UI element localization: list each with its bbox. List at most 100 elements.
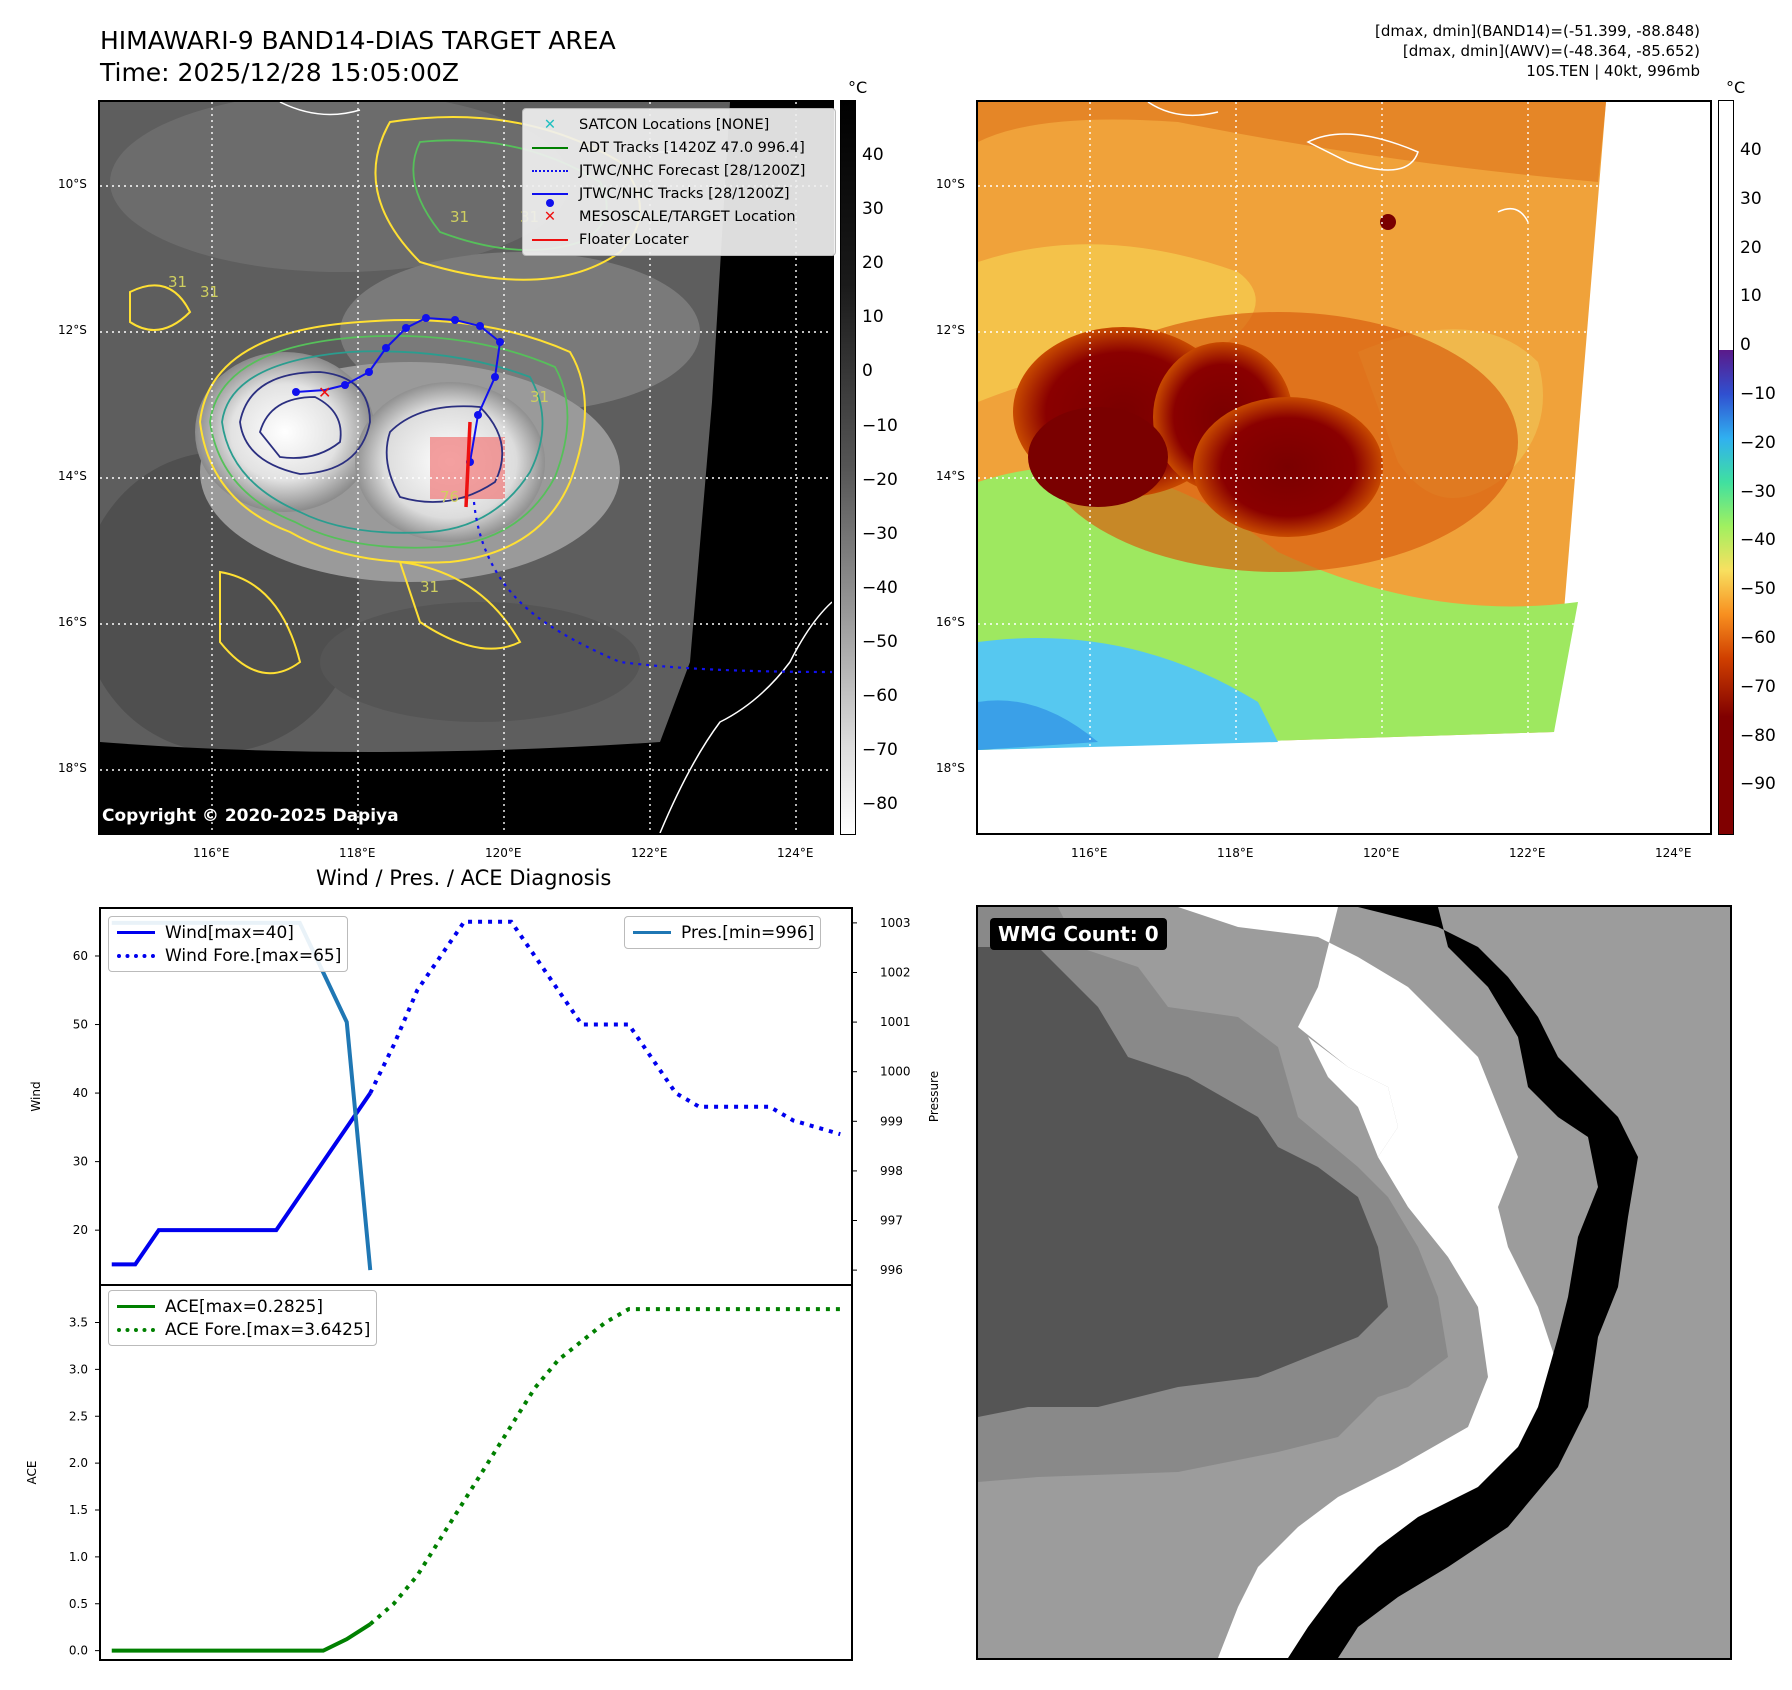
- pressure-tick-label: 1000: [880, 1065, 911, 1079]
- legend-item-ace: ACE[max=0.2825]: [115, 1295, 370, 1318]
- colorbar-unit: °C: [848, 78, 868, 97]
- legend-item-forecast: JTWC/NHC Forecast [28/1200Z]: [529, 159, 829, 182]
- wind-series-line: [111, 1091, 372, 1267]
- wind-tick-label: 50: [73, 1018, 88, 1032]
- wind-tick-label: 40: [73, 1086, 88, 1100]
- colorbar-tick-label: −70: [862, 740, 898, 761]
- wmg-count-badge: WMG Count: 0: [990, 918, 1167, 950]
- ace-tick-label: 1.0: [69, 1550, 88, 1564]
- legend-label: JTWC/NHC Forecast [28/1200Z]: [579, 162, 806, 179]
- pressure-axis-label: Pressure: [927, 1071, 941, 1122]
- colorbar-tick-label: 40: [862, 145, 884, 165]
- awv-range-info: [dmax, dmin](AWV)=(-48.364, -85.652): [1402, 42, 1700, 60]
- wind-tick-label: 20: [73, 1223, 88, 1237]
- enhanced-map-panel: [976, 100, 1712, 835]
- svg-text:✕: ✕: [318, 383, 331, 402]
- lon-label: 118°E: [339, 846, 376, 860]
- diagnosis-chart: 20 30 40 50 60 996 997 998 999 1000 1001 1002 1003 0.…: [25, 907, 941, 1661]
- colorbar-tick-label: 20: [1740, 237, 1762, 258]
- copyright-notice: Copyright © 2020-2025 Dapiya: [102, 806, 399, 826]
- colorbar-tick-label: −20: [862, 469, 898, 490]
- line-dot-icon: [529, 192, 571, 207]
- colorbar-tick-label: 40: [1740, 140, 1762, 160]
- pressure-legend: Pres.[min=996]: [624, 916, 822, 949]
- lat-label: 18°S: [936, 761, 965, 775]
- lon-label: 116°E: [193, 846, 230, 860]
- time-label: Time: 2025/12/28 15:05:00Z: [100, 58, 459, 87]
- enhanced-colorbar: [1718, 100, 1734, 835]
- lat-label: 12°S: [936, 323, 965, 337]
- legend-item-mesoscale: ✕ MESOSCALE/TARGET Location: [529, 205, 829, 228]
- ace-tick-label: 3.5: [69, 1316, 88, 1330]
- colorbar-tick-label: 10: [1740, 286, 1762, 307]
- wmg-image: [978, 907, 1730, 1658]
- ace-axes-frame: [99, 1284, 853, 1661]
- colorbar-tick-label: 10: [862, 307, 884, 328]
- svg-text:31: 31: [168, 273, 187, 291]
- colorbar-tick-label: −10: [1740, 384, 1776, 404]
- lon-label: 122°E: [631, 846, 668, 860]
- legend-item-pressure: Pres.[min=996]: [631, 921, 814, 944]
- colorbar-tick-label: 0: [862, 361, 873, 382]
- colorbar-tick-label: −10: [862, 415, 898, 436]
- lat-label: 12°S: [58, 323, 87, 337]
- lat-label: 10°S: [58, 177, 87, 191]
- ace-tick-label: 3.0: [69, 1362, 88, 1376]
- wmg-panel: [976, 905, 1732, 1660]
- svg-text:31: 31: [450, 208, 469, 226]
- ir-colorbar: [840, 100, 856, 835]
- legend-label: Wind Fore.[max=65]: [165, 945, 342, 966]
- line-icon: [529, 146, 571, 149]
- lon-label: 120°E: [485, 846, 522, 860]
- colorbar-unit: °C: [1726, 78, 1746, 97]
- diagnosis-title: Wind / Pres. / ACE Diagnosis: [316, 866, 612, 890]
- legend-label: ACE[max=0.2825]: [165, 1296, 323, 1317]
- colorbar-tick-label: −40: [1740, 530, 1776, 551]
- lon-label: 120°E: [1363, 846, 1400, 860]
- legend-label: JTWC/NHC Tracks [28/1200Z]: [579, 185, 790, 202]
- wind-forecast-series-line: [368, 919, 841, 1137]
- colorbar-tick-label: −90: [1740, 774, 1776, 795]
- legend-item-wind: Wind[max=40]: [115, 921, 341, 944]
- legend-item-ace-forecast: ACE Fore.[max=3.6425]: [115, 1318, 370, 1341]
- lat-label: 16°S: [58, 615, 87, 629]
- line-icon: [115, 1305, 157, 1308]
- colorbar-tick-label: −50: [862, 631, 898, 652]
- colorbar-tick-label: −20: [1740, 432, 1776, 453]
- map-legend: ✕ SATCON Locations [NONE] ADT Tracks [14…: [522, 108, 836, 256]
- legend-label: Wind[max=40]: [165, 922, 294, 943]
- ace-series-line: [111, 1622, 372, 1653]
- ir-map-image: ✕ 31 31 31 76 31 31 31: [100, 102, 832, 833]
- x-marker-icon: ✕: [543, 116, 557, 133]
- legend-item-floater: Floater Locater: [529, 228, 829, 251]
- legend-label: ACE Fore.[max=3.6425]: [165, 1319, 371, 1340]
- colorbar-tick-label: 30: [1740, 188, 1762, 209]
- legend-label: Pres.[min=996]: [681, 922, 815, 943]
- pressure-tick-label: 1002: [880, 965, 911, 979]
- ace-axis-label: ACE: [25, 1461, 39, 1485]
- svg-text:31: 31: [420, 578, 439, 596]
- ace-legend: ACE[max=0.2825] ACE Fore.[max=3.6425]: [108, 1290, 378, 1346]
- svg-text:31: 31: [530, 388, 549, 406]
- legend-item-adt: ADT Tracks [1420Z 47.0 996.4]: [529, 136, 829, 159]
- ace-tick-label: 0.0: [69, 1644, 88, 1658]
- main-title: HIMAWARI-9 BAND14-DIAS TARGET AREA: [100, 26, 616, 55]
- legend-item-wind-forecast: Wind Fore.[max=65]: [115, 944, 341, 967]
- legend-label: MESOSCALE/TARGET Location: [579, 208, 796, 225]
- lon-label: 118°E: [1217, 846, 1254, 860]
- line-icon: [529, 238, 571, 241]
- lat-label: 10°S: [936, 177, 965, 191]
- pressure-series-line: [111, 920, 373, 1271]
- pressure-tick-label: 998: [880, 1164, 903, 1178]
- colorbar-tick-label: −30: [862, 523, 898, 544]
- ace-tick-label: 0.5: [69, 1597, 88, 1611]
- storm-info: 10S.TEN | 40kt, 996mb: [1526, 62, 1700, 80]
- colorbar-tick-label: −70: [1740, 676, 1776, 697]
- lon-label: 124°E: [1655, 846, 1692, 860]
- lat-label: 14°S: [58, 469, 87, 483]
- pressure-tick-label: 996: [880, 1263, 903, 1277]
- legend-item-satcon: ✕ SATCON Locations [NONE]: [529, 113, 829, 136]
- pressure-tick-label: 997: [880, 1214, 903, 1228]
- svg-text:76: 76: [440, 488, 459, 506]
- ace-tick-label: 2.5: [69, 1409, 88, 1423]
